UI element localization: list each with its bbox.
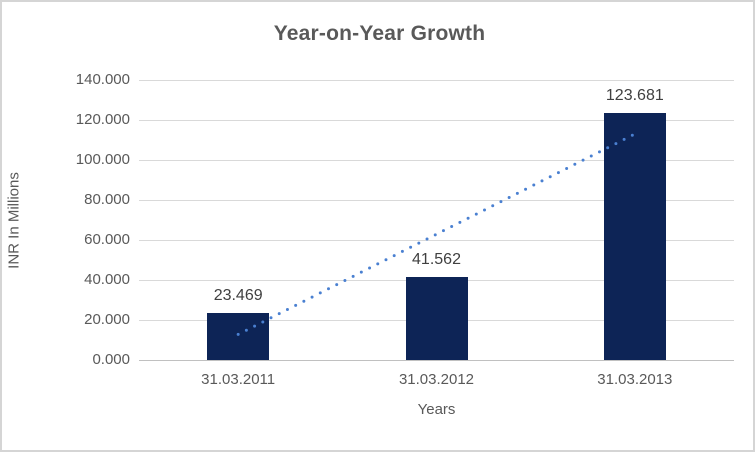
bar-31.03.2013 [603, 112, 666, 360]
chart-title: Year-on-Year Growth [273, 22, 486, 45]
x-axis-title: Years [417, 401, 456, 418]
bar-value-label: 23.469 [213, 287, 263, 305]
y-tick-label: 20.000 [84, 311, 130, 328]
bar-31.03.2011 [207, 313, 270, 360]
y-tick-label: 100.000 [75, 151, 130, 168]
x-category-label: 31.03.2013 [597, 371, 673, 388]
y-tick-label: 140.000 [75, 71, 130, 88]
bar-value-label: 41.562 [412, 250, 461, 268]
x-axis-line [139, 360, 734, 361]
bar-31.03.2012 [405, 276, 468, 360]
y-axis-title: INR In Millions [5, 172, 23, 269]
y-tick-label: 40.000 [84, 271, 130, 288]
gridline [139, 80, 734, 81]
y-tick-label: 0.000 [92, 351, 130, 368]
y-tick-label: 120.000 [75, 111, 130, 128]
y-tick-label: 80.000 [84, 191, 130, 208]
y-tick-label: 60.000 [84, 231, 130, 248]
x-category-label: 31.03.2012 [398, 371, 475, 388]
gridline [139, 120, 734, 121]
bar-value-label: 123.681 [605, 86, 664, 104]
x-category-label: 31.03.2011 [201, 371, 276, 388]
